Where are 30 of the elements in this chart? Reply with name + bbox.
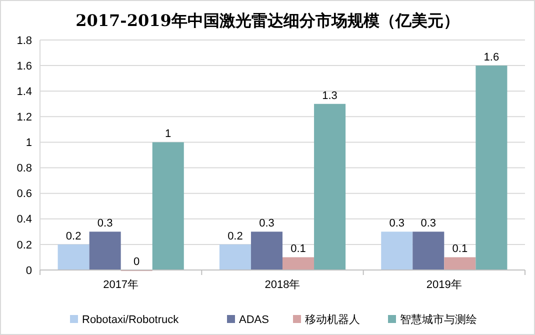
data-label: 0.1 <box>452 243 468 256</box>
x-tick-label: 2019年 <box>426 279 462 291</box>
data-label: 0.3 <box>389 218 405 230</box>
legend-label: 移动机器人 <box>305 314 360 326</box>
y-tick-label: 0.6 <box>16 188 32 200</box>
y-tick-label: 1.6 <box>16 60 32 72</box>
data-label: 0.1 <box>290 243 306 256</box>
data-label: 0 <box>134 256 140 268</box>
data-label: 1.6 <box>484 52 500 64</box>
y-tick-label: 0.2 <box>16 239 32 252</box>
x-tick-label: 2017年 <box>103 279 139 291</box>
data-label: 0.2 <box>228 230 243 242</box>
y-tick-label: 0.8 <box>16 162 32 175</box>
chart-title: 2017-2019年中国激光雷达细分市场规模（亿美元） <box>76 11 460 30</box>
legend-label: ADAS <box>239 314 269 326</box>
y-tick-label: 1 <box>26 137 32 150</box>
y-tick-label: 0.4 <box>16 214 32 226</box>
y-tick-label: 1.8 <box>16 34 32 47</box>
y-tick-label: 0 <box>26 264 32 277</box>
data-label: 1.3 <box>322 90 338 102</box>
data-label: 1 <box>165 128 172 140</box>
x-tick-label: 2018年 <box>264 279 300 291</box>
y-tick-label: 1.2 <box>16 112 32 124</box>
data-label: 0.3 <box>97 218 113 230</box>
y-tick-label: 1.4 <box>16 86 32 98</box>
data-label: 0.2 <box>66 230 82 242</box>
legend-label: 智慧城市与测绘 <box>400 313 477 326</box>
legend-label: Robotaxi/Robotruck <box>82 314 180 326</box>
data-label: 0.3 <box>259 218 274 230</box>
data-label: 0.3 <box>420 218 436 230</box>
